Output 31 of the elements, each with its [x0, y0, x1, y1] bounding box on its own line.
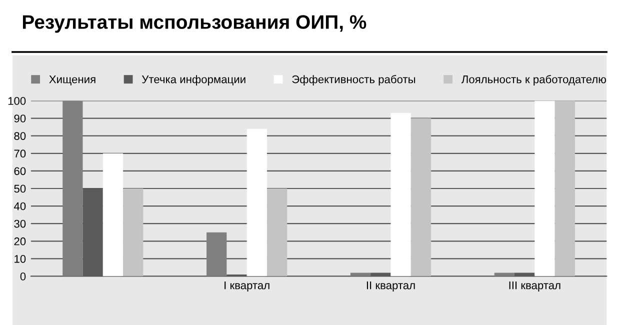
y-tick-label: 10	[14, 254, 26, 263]
bar	[62, 100, 83, 276]
legend-label: Утечка информации	[142, 75, 246, 86]
y-tick-label: 20	[14, 237, 26, 246]
y-tick-label: 100	[8, 97, 26, 105]
y-tick-label: 0	[20, 272, 26, 280]
y-tick-label: 30	[14, 220, 26, 228]
y-tick-label: 50	[14, 184, 26, 193]
bar	[534, 100, 555, 276]
x-tick-label: I квартал	[224, 282, 270, 292]
x-tick-label: III квартал	[509, 282, 560, 292]
y-tick-label: 70	[14, 150, 26, 158]
chart-title: Результаты мспользования ОИП, %	[22, 15, 366, 33]
bar	[390, 113, 411, 276]
bar	[266, 188, 288, 276]
bar	[410, 118, 432, 276]
y-tick-label: 90	[14, 114, 26, 122]
x-tick-label: II квартал	[366, 282, 415, 292]
bar	[554, 100, 575, 276]
bar	[102, 153, 124, 276]
y-tick-label: 40	[14, 202, 26, 210]
y-tick-label: 60	[14, 167, 26, 176]
bar	[350, 272, 371, 276]
legend-label: Хищения	[49, 76, 96, 86]
legend-label: Эффективность работы	[292, 75, 416, 86]
bar	[494, 272, 515, 276]
y-tick-label: 80	[14, 132, 26, 140]
bar	[206, 232, 227, 276]
legend-label: Лояльность к работодателю	[461, 75, 606, 86]
bar	[246, 128, 267, 276]
bar	[123, 188, 144, 276]
